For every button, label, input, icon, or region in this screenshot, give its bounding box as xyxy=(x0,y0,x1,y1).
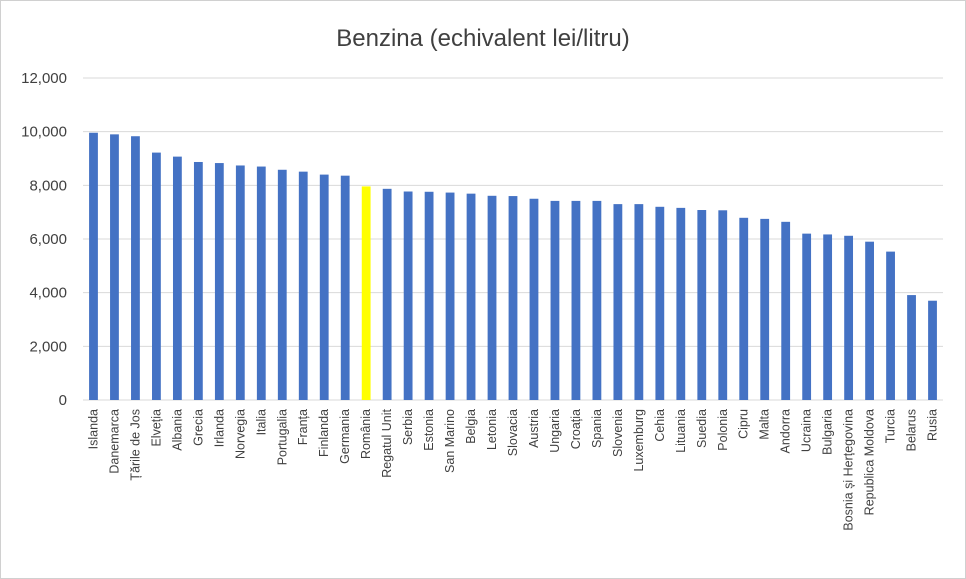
x-axis-ticks: Islanda Danemarca Țările de Jos Elveția Alba… xyxy=(86,408,939,530)
chart-title: Benzina (echivalent lei/litru) xyxy=(336,25,629,52)
x-tick-label: Slovacia xyxy=(506,409,520,456)
bar-28 xyxy=(676,207,686,400)
bar-16 xyxy=(424,191,434,400)
bar-15 xyxy=(403,191,413,400)
x-tick-label: Italia xyxy=(254,409,268,435)
x-tick-label: Cipru xyxy=(737,409,751,439)
bar-1 xyxy=(110,134,119,400)
bar-39 xyxy=(907,295,916,400)
bar-38 xyxy=(886,251,895,400)
x-tick-label: Finlanda xyxy=(317,409,331,457)
bar-18 xyxy=(466,193,476,400)
x-tick-label: Grecia xyxy=(191,409,205,446)
x-tick-label: Slovenia xyxy=(611,409,625,457)
y-axis-ticks: 0 2,000 4,000 6,000 8,000 10,000 12,000 xyxy=(21,70,67,409)
x-tick-label: Albania xyxy=(170,409,184,451)
x-tick-label: Austria xyxy=(527,409,541,448)
x-tick-label: Belgia xyxy=(464,409,478,444)
bar-34 xyxy=(802,233,812,400)
x-tick-label: Bulgaria xyxy=(821,409,835,455)
x-tick-label: Polonia xyxy=(716,409,730,451)
y-tick-label: 12,000 xyxy=(21,70,67,87)
bar-7 xyxy=(235,165,245,400)
bar-32 xyxy=(760,218,770,400)
x-tick-label: Franța xyxy=(296,409,310,445)
x-tick-label: Regatul Unit xyxy=(380,408,394,477)
x-tick-label: Turcia xyxy=(884,409,898,443)
bar-3 xyxy=(152,152,161,400)
bar-35 xyxy=(823,234,833,400)
y-tick-label: 0 xyxy=(59,392,67,409)
x-tick-label: Islanda xyxy=(86,409,100,449)
bar-0 xyxy=(89,132,98,401)
y-tick-label: 2,000 xyxy=(29,338,67,355)
bar-27 xyxy=(655,206,665,400)
x-tick-label: Bosnia și Herțegovina xyxy=(842,409,856,531)
gridlines xyxy=(83,77,943,401)
x-tick-label: Estonia xyxy=(422,409,436,451)
y-tick-label: 8,000 xyxy=(29,177,67,194)
x-tick-label: Luxemburg xyxy=(632,409,646,472)
y-tick-label: 4,000 xyxy=(29,285,67,302)
bar-30 xyxy=(718,210,728,400)
bar-17 xyxy=(445,192,455,400)
bar-2 xyxy=(131,136,140,400)
bar-9 xyxy=(277,169,287,400)
x-tick-label: Ungaria xyxy=(548,409,562,453)
bar-23 xyxy=(571,200,581,400)
x-tick-label: Suedia xyxy=(695,409,709,448)
bar-36 xyxy=(844,235,854,400)
bar-10 xyxy=(298,171,308,400)
x-tick-label: Elveția xyxy=(149,409,163,447)
x-tick-label: Belarus xyxy=(905,409,919,451)
x-tick-label: San Marino xyxy=(443,409,457,473)
x-tick-label: Malta xyxy=(758,409,772,440)
bar-11 xyxy=(319,174,329,400)
bars xyxy=(89,132,937,401)
bar-24 xyxy=(592,200,602,400)
x-tick-label: România xyxy=(359,409,373,459)
x-tick-label: Spania xyxy=(590,409,604,448)
bar-26 xyxy=(634,204,644,400)
bar-37 xyxy=(865,241,874,400)
y-tick-label: 10,000 xyxy=(21,124,67,141)
x-tick-label: Germania xyxy=(338,409,352,464)
bar-22 xyxy=(550,200,560,400)
bar-25 xyxy=(613,204,623,400)
x-tick-label: Serbia xyxy=(401,409,415,445)
x-tick-label: Andorra xyxy=(779,409,793,454)
x-tick-label: Letonia xyxy=(485,409,499,450)
x-tick-label: Portugalia xyxy=(275,409,289,465)
x-tick-label: Danemarca xyxy=(107,409,121,474)
bar-20 xyxy=(508,196,518,400)
bar-31 xyxy=(739,217,749,400)
x-tick-label: Cehia xyxy=(653,409,667,442)
x-tick-label: Lituania xyxy=(674,409,688,453)
bar-5 xyxy=(193,161,203,400)
bar-12 xyxy=(340,175,350,400)
x-tick-label: Republica Moldova xyxy=(863,409,877,515)
bar-6 xyxy=(214,163,224,400)
bar-13 xyxy=(361,186,371,400)
x-tick-label: Țările de Jos xyxy=(128,409,142,481)
x-tick-label: Croația xyxy=(569,409,583,449)
x-tick-label: Rusia xyxy=(926,409,940,441)
bar-33 xyxy=(781,221,791,400)
x-tick-label: Irlanda xyxy=(212,409,226,447)
bar-29 xyxy=(697,210,707,400)
y-tick-label: 6,000 xyxy=(29,231,67,248)
bar-19 xyxy=(487,195,497,400)
bar-14 xyxy=(382,188,392,400)
bar-4 xyxy=(172,156,182,400)
bar-8 xyxy=(256,166,266,400)
bar-21 xyxy=(529,198,539,400)
x-tick-label: Ucraina xyxy=(800,409,814,452)
bar-40 xyxy=(928,300,937,400)
x-tick-label: Norvegia xyxy=(233,409,247,459)
